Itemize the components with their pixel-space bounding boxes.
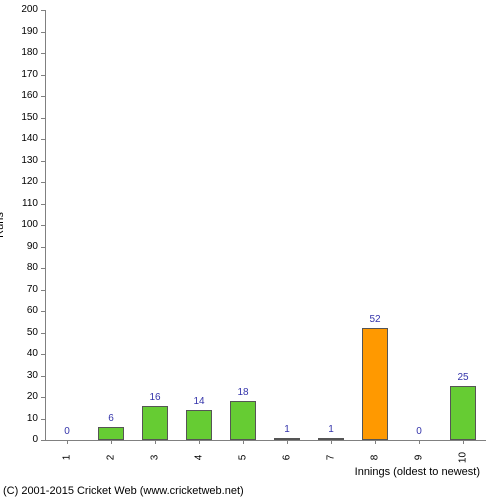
bar xyxy=(362,328,388,440)
x-tick-label: 5 xyxy=(238,448,249,468)
x-tick xyxy=(155,440,156,444)
y-tick-label: 80 xyxy=(10,262,38,273)
copyright-text: (C) 2001-2015 Cricket Web (www.cricketwe… xyxy=(3,485,244,497)
y-tick-label: 140 xyxy=(10,133,38,144)
x-tick xyxy=(331,440,332,444)
x-tick-label: 4 xyxy=(194,448,205,468)
y-tick-label: 200 xyxy=(10,4,38,15)
bar-value-label: 1 xyxy=(272,424,302,435)
x-tick xyxy=(199,440,200,444)
y-tick-label: 180 xyxy=(10,47,38,58)
y-tick-label: 120 xyxy=(10,176,38,187)
y-tick xyxy=(41,75,45,76)
x-tick xyxy=(67,440,68,444)
y-tick xyxy=(41,311,45,312)
y-tick-label: 70 xyxy=(10,284,38,295)
y-tick-label: 160 xyxy=(10,90,38,101)
x-tick-label: 6 xyxy=(282,448,293,468)
bar-value-label: 16 xyxy=(140,392,170,403)
y-tick-label: 170 xyxy=(10,69,38,80)
y-tick-label: 130 xyxy=(10,155,38,166)
bar-value-label: 6 xyxy=(96,413,126,424)
x-tick xyxy=(375,440,376,444)
bar-value-label: 0 xyxy=(404,426,434,437)
y-tick-label: 0 xyxy=(10,434,38,445)
bar-value-label: 25 xyxy=(448,372,478,383)
chart-container: Runs Innings (oldest to newest) (C) 2001… xyxy=(0,0,500,500)
y-tick xyxy=(41,440,45,441)
y-tick xyxy=(41,32,45,33)
x-tick-label: 3 xyxy=(150,448,161,468)
x-tick xyxy=(111,440,112,444)
y-tick xyxy=(41,10,45,11)
bar xyxy=(230,401,256,440)
bar xyxy=(142,406,168,440)
plot-area xyxy=(45,10,486,441)
y-tick-label: 190 xyxy=(10,26,38,37)
y-tick-label: 150 xyxy=(10,112,38,123)
bar xyxy=(98,427,124,440)
y-tick xyxy=(41,204,45,205)
y-tick-label: 20 xyxy=(10,391,38,402)
y-tick xyxy=(41,397,45,398)
y-tick-label: 110 xyxy=(10,198,38,209)
x-tick xyxy=(287,440,288,444)
y-tick xyxy=(41,182,45,183)
y-tick-label: 90 xyxy=(10,241,38,252)
x-tick-label: 2 xyxy=(106,448,117,468)
x-tick-label: 7 xyxy=(326,448,337,468)
y-tick xyxy=(41,268,45,269)
y-tick-label: 50 xyxy=(10,327,38,338)
bar-value-label: 18 xyxy=(228,387,258,398)
y-tick xyxy=(41,290,45,291)
bar-value-label: 52 xyxy=(360,314,390,325)
y-tick xyxy=(41,53,45,54)
y-tick xyxy=(41,139,45,140)
y-tick-label: 10 xyxy=(10,413,38,424)
y-tick xyxy=(41,161,45,162)
x-tick xyxy=(419,440,420,444)
y-axis-label: Runs xyxy=(0,175,6,275)
y-tick xyxy=(41,225,45,226)
bar xyxy=(186,410,212,440)
y-tick-label: 30 xyxy=(10,370,38,381)
y-tick-label: 60 xyxy=(10,305,38,316)
bar xyxy=(318,438,344,440)
y-tick-label: 40 xyxy=(10,348,38,359)
y-tick xyxy=(41,419,45,420)
y-tick xyxy=(41,333,45,334)
bar xyxy=(450,386,476,440)
y-tick xyxy=(41,118,45,119)
x-tick-label: 1 xyxy=(62,448,73,468)
bar xyxy=(274,438,300,440)
x-axis-label: Innings (oldest to newest) xyxy=(355,466,480,478)
y-tick-label: 100 xyxy=(10,219,38,230)
y-tick xyxy=(41,376,45,377)
x-tick xyxy=(463,440,464,444)
y-tick xyxy=(41,96,45,97)
x-tick xyxy=(243,440,244,444)
bar-value-label: 1 xyxy=(316,424,346,435)
x-tick-label: 10 xyxy=(458,448,469,468)
x-tick-label: 9 xyxy=(414,448,425,468)
x-tick-label: 8 xyxy=(370,448,381,468)
y-tick xyxy=(41,354,45,355)
y-tick xyxy=(41,247,45,248)
bar-value-label: 0 xyxy=(52,426,82,437)
bar-value-label: 14 xyxy=(184,396,214,407)
